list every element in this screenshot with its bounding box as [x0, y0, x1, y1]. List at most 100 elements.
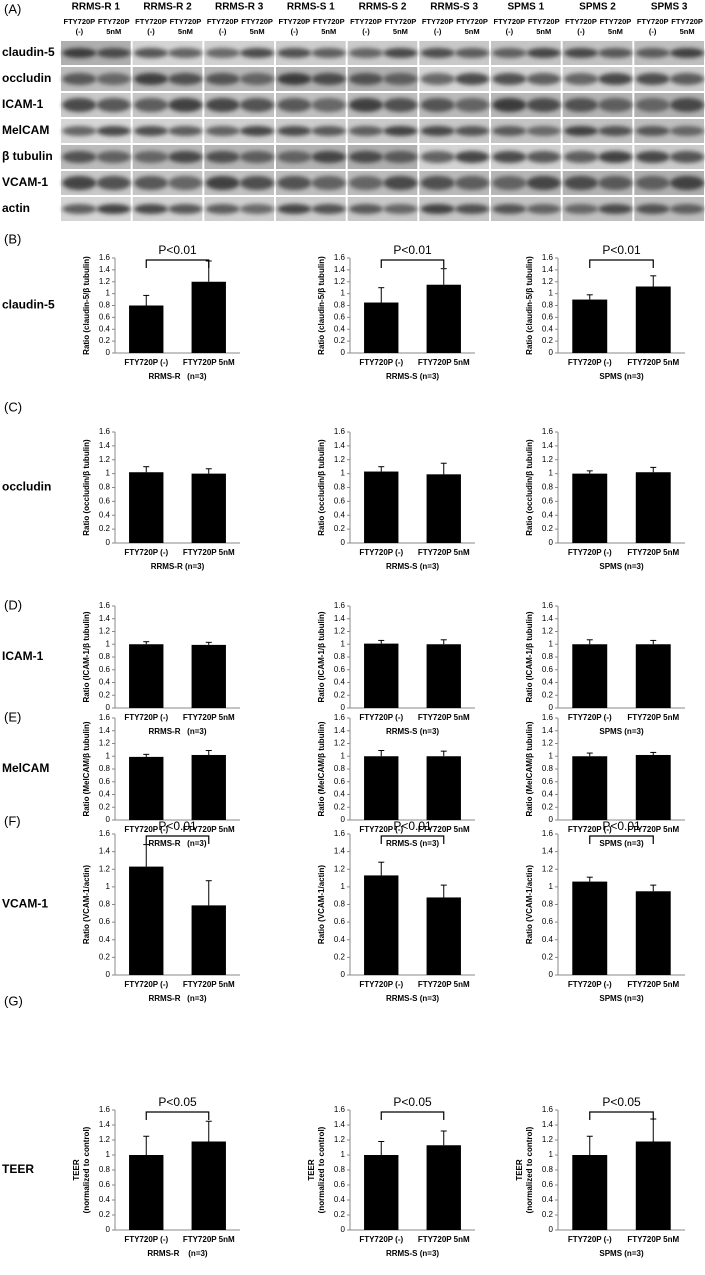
condition-label: (-): [649, 27, 657, 36]
blot-band: [635, 126, 670, 136]
condition-label: FTY720P: [350, 17, 382, 26]
condition-label: (-): [291, 27, 299, 36]
blot-band: [168, 204, 203, 214]
blot-band: [563, 73, 599, 85]
blot-band: [96, 48, 131, 58]
blot-band: [635, 73, 670, 85]
blot-band: [383, 204, 418, 214]
error-bar: [440, 462, 447, 475]
y-axis-label: Ratio (occludin/β tubulin): [317, 439, 326, 536]
blot-band: [526, 126, 561, 136]
significance-label: P<0.01: [393, 243, 432, 257]
bar: [364, 756, 399, 820]
bar: [572, 1155, 608, 1230]
y-tick-label: 1.2: [99, 455, 111, 464]
y-tick-label: 1.4: [542, 441, 554, 450]
y-axis-label: Ratio (ICAM-1/β tubulin): [317, 611, 326, 702]
condition-label: 5nM: [106, 27, 121, 36]
blot-band: [492, 48, 527, 58]
bar: [426, 644, 461, 708]
blot-band: [168, 151, 203, 163]
y-tick-label: 1.6: [334, 713, 346, 722]
blot-band: [383, 73, 418, 85]
x-axis-label: SPMS (n=3): [599, 727, 644, 736]
marker-label: ICAM-1: [2, 97, 44, 111]
blot-band: [492, 151, 527, 163]
x-axis-label: SPMS (n=3): [599, 1249, 644, 1258]
x-tick-label: FTY720P 5nM: [183, 548, 235, 557]
x-tick-label: FTY720P 5nM: [183, 980, 235, 989]
y-tick-label: 1: [549, 469, 554, 478]
y-tick-label: 1.4: [99, 726, 111, 735]
condition-label: (-): [362, 27, 370, 36]
blot-band: [168, 126, 203, 136]
y-tick-label: 0: [106, 538, 111, 547]
bar: [191, 1141, 226, 1230]
blot-band: [239, 126, 275, 136]
x-axis-label: RRMS-S (n=3): [386, 994, 439, 1003]
blot-band: [383, 126, 418, 136]
y-tick-label: 1: [341, 469, 346, 478]
y-axis-label: (normalized to control): [82, 1126, 91, 1213]
blot-band: [635, 204, 670, 214]
x-tick-label: FTY720P (-): [568, 980, 612, 989]
bar: [572, 644, 608, 708]
y-tick-label: 0.8: [99, 764, 111, 773]
y-axis-label: Ratio (occludin/β tubulin): [82, 439, 91, 536]
y-tick-label: 1.4: [334, 614, 346, 623]
blot-band: [311, 98, 346, 112]
y-tick-label: 1.6: [542, 829, 554, 838]
blot-band: [96, 126, 131, 136]
bar: [364, 302, 399, 353]
error-bar: [143, 466, 150, 473]
y-tick-label: 1.4: [99, 1120, 111, 1129]
y-tick-label: 1.2: [334, 277, 346, 286]
condition-label: (-): [219, 27, 227, 36]
y-tick-label: 1.2: [334, 864, 346, 873]
y-tick-label: 0.4: [542, 935, 554, 944]
y-tick-label: 1.2: [542, 864, 554, 873]
bar: [129, 305, 164, 353]
blot-band: [669, 73, 705, 85]
blot-band: [62, 176, 97, 190]
bar: [364, 643, 399, 708]
condition-label: 5nM: [178, 27, 193, 36]
y-tick-label: 0: [549, 970, 554, 979]
error-bar: [378, 639, 385, 644]
y-tick-label: 0: [341, 1225, 346, 1234]
blot-band: [563, 204, 599, 214]
blot-band: [277, 176, 312, 190]
y-tick-label: 0.2: [542, 802, 554, 811]
y-tick-label: 0.6: [99, 312, 111, 321]
blot-band: [635, 48, 670, 58]
x-axis-label: RRMS-R (n=3): [149, 727, 207, 736]
y-tick-label: 1: [341, 1150, 346, 1159]
blot-band: [454, 126, 490, 136]
significance-bracket: [589, 1111, 654, 1120]
y-tick-label: 0.8: [542, 900, 554, 909]
x-tick-label: FTY720P 5nM: [183, 825, 235, 834]
y-tick-label: 1.4: [542, 847, 554, 856]
sample-label: SPMS 1: [507, 2, 544, 13]
row-label: occludin: [2, 480, 51, 494]
y-tick-label: 1.6: [334, 601, 346, 610]
x-tick-label: FTY720P (-): [124, 825, 168, 834]
blot-band: [492, 73, 527, 85]
bar: [191, 644, 226, 708]
x-axis-label: RRMS-R (n=3): [151, 562, 205, 571]
y-tick-label: 0.6: [542, 496, 554, 505]
y-tick-label: 0: [549, 538, 554, 547]
y-tick-label: 1.4: [99, 441, 111, 450]
blot-band: [311, 126, 346, 136]
y-tick-label: 1.4: [334, 265, 346, 274]
x-axis-label: RRMS-R (n=3): [149, 994, 207, 1003]
y-tick-label: 1: [549, 882, 554, 891]
blot-band: [420, 176, 455, 190]
condition-label: 5nM: [680, 27, 695, 36]
bar: [635, 472, 671, 543]
y-axis-label: Ratio (claudin-5/β tubulin): [82, 256, 91, 355]
condition-label: 5nM: [393, 27, 408, 36]
y-tick-label: 1.2: [99, 739, 111, 748]
blot-band: [133, 176, 169, 190]
blot-band: [96, 73, 131, 85]
